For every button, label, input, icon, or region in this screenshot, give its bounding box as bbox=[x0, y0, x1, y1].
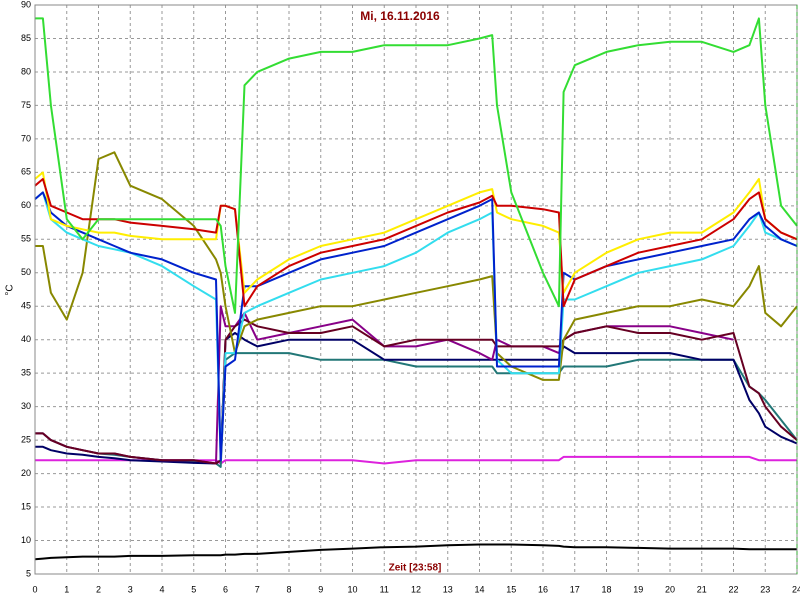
series-line bbox=[34, 191, 798, 462]
y-tick-label: 25 bbox=[21, 434, 31, 444]
x-tick-label: 7 bbox=[255, 584, 260, 594]
x-tick-label: 4 bbox=[159, 584, 164, 594]
y-tick-label: 90 bbox=[21, 0, 31, 9]
series-line bbox=[34, 171, 798, 294]
x-tick-label: 15 bbox=[506, 584, 516, 594]
x-axis-label: Zeit [23:58] bbox=[389, 563, 442, 574]
x-tick-label: 11 bbox=[380, 584, 389, 594]
y-tick-label: 85 bbox=[21, 33, 31, 43]
x-tick-label: 13 bbox=[443, 584, 453, 594]
plot-frame bbox=[34, 4, 798, 575]
x-tick-label: 16 bbox=[538, 584, 548, 594]
y-tick-label: 60 bbox=[21, 200, 31, 210]
y-tick-label: 70 bbox=[21, 133, 31, 143]
x-tick-label: 22 bbox=[728, 584, 738, 594]
x-tick-label: 5 bbox=[191, 584, 196, 594]
y-tick-label: 65 bbox=[21, 167, 31, 177]
series-line bbox=[34, 191, 798, 462]
series-line bbox=[35, 17, 798, 314]
y-tick-label: 50 bbox=[21, 267, 31, 277]
series-line bbox=[35, 332, 798, 465]
series-line bbox=[34, 178, 798, 308]
x-tick-label: 21 bbox=[697, 584, 707, 594]
chart-title: Mi, 16.11.2016 bbox=[360, 9, 440, 23]
y-tick-label: 75 bbox=[21, 100, 31, 110]
y-tick-label: 40 bbox=[21, 334, 31, 344]
y-tick-label: 10 bbox=[21, 535, 31, 545]
y-axis-label: °C bbox=[5, 284, 16, 295]
x-tick-label: 17 bbox=[570, 584, 580, 594]
x-tick-label: 6 bbox=[223, 584, 228, 594]
y-tick-label: 55 bbox=[21, 234, 31, 244]
x-tick-label: 24 bbox=[792, 584, 800, 594]
x-tick-label: 18 bbox=[601, 584, 611, 594]
x-tick-label: 20 bbox=[665, 584, 675, 594]
series-line bbox=[35, 318, 798, 465]
x-tick-label: 12 bbox=[411, 584, 421, 594]
x-tick-label: 14 bbox=[474, 584, 484, 594]
series-line bbox=[34, 543, 797, 561]
x-tick-label: 10 bbox=[347, 584, 357, 594]
y-tick-label: 80 bbox=[21, 66, 31, 76]
x-tick-label: 0 bbox=[32, 584, 37, 594]
y-tick-label: 45 bbox=[21, 301, 31, 311]
lines bbox=[34, 17, 798, 561]
y-tick-label: 20 bbox=[21, 468, 31, 478]
y-tick-label: 5 bbox=[26, 568, 31, 578]
y-tick-label: 35 bbox=[21, 368, 31, 378]
y-tick-label: 15 bbox=[21, 501, 31, 511]
x-tick-label: 1 bbox=[64, 584, 69, 594]
x-tick-label: 23 bbox=[760, 584, 770, 594]
x-tick-label: 2 bbox=[96, 584, 101, 594]
series-line bbox=[35, 151, 798, 381]
x-tick-label: 9 bbox=[318, 584, 323, 594]
x-tick-label: 3 bbox=[128, 584, 133, 594]
x-tick-label: 19 bbox=[633, 584, 643, 594]
y-tick-label: 30 bbox=[21, 401, 31, 411]
x-tick-label: 8 bbox=[286, 584, 291, 594]
